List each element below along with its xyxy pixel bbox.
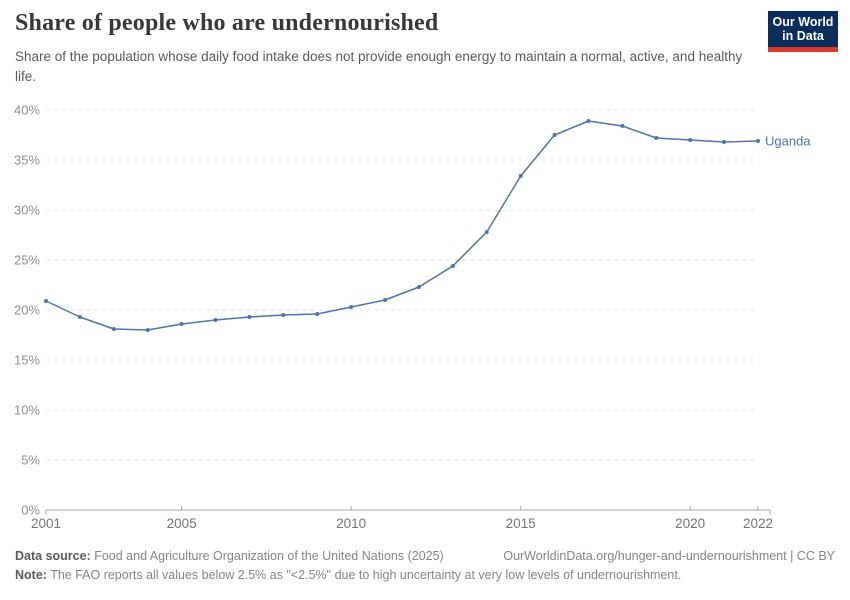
data-point [213,318,218,322]
data-source-text: Food and Agriculture Organization of the… [90,549,444,563]
data-point [756,139,760,143]
owid-logo-text: Our World in Data [772,14,834,43]
y-tick-label: 30% [14,203,40,218]
y-tick-label: 0% [21,503,40,518]
x-tick-label: 2015 [506,516,536,531]
owid-logo-red-bar [768,47,838,52]
data-point [552,133,557,137]
data-point [247,315,252,319]
y-tick-label: 40% [14,103,40,118]
data-point [722,140,727,144]
y-tick-label: 15% [14,353,40,368]
x-tick-label: 2010 [336,516,366,531]
chart-title: Share of people who are undernourished [15,10,439,36]
data-point [349,305,354,309]
data-point [383,298,388,302]
note-label: Note: [15,567,47,582]
data-point [620,124,625,128]
y-tick-label: 35% [14,153,40,168]
data-point [77,315,82,319]
data-source-line: Data source: Food and Agriculture Organi… [15,547,444,566]
data-point [145,328,150,332]
owid-logo[interactable]: Our World in Data [768,11,838,52]
series-line-uganda [45,120,759,331]
chart-header: Share of people who are undernourished S… [15,10,760,86]
data-source-label: Data source: [15,549,91,563]
data-point [654,136,659,140]
data-point [450,264,455,268]
x-tick-label: 2005 [167,516,197,531]
footer-source-row: Data source: Food and Agriculture Organi… [15,547,835,566]
data-point [315,312,320,316]
footer-rights-link[interactable]: OurWorldinData.org/hunger-and-undernouri… [503,549,835,563]
y-tick-label: 25% [14,253,40,268]
footer-note-row: Note: The FAO reports all values below 2… [15,566,835,585]
data-point [586,119,591,123]
data-point [688,138,693,142]
data-point [179,322,184,326]
x-tick-label: 2001 [31,516,61,531]
chart-subtitle: Share of the population whose daily food… [15,49,743,84]
series-end-label: Uganda [765,134,811,149]
data-point [484,230,489,234]
note-text: The FAO reports all values below 2.5% as… [46,567,682,582]
x-tick-label: 2020 [675,516,705,531]
data-point [281,313,286,317]
data-point [518,174,523,178]
data-point [416,285,421,289]
x-tick-label: 2022 [743,516,773,531]
y-tick-label: 5% [21,453,40,468]
data-point [111,327,116,331]
chart-footer: Data source: Food and Agriculture Organi… [15,547,835,585]
y-tick-label: 10% [14,403,40,418]
data-point [44,299,48,303]
line-chart: 0% 5% 10% 15% 20% 25% 30% 35% 40% 2001 2005 2010 201… [14,103,811,532]
y-tick-label: 20% [14,303,40,318]
